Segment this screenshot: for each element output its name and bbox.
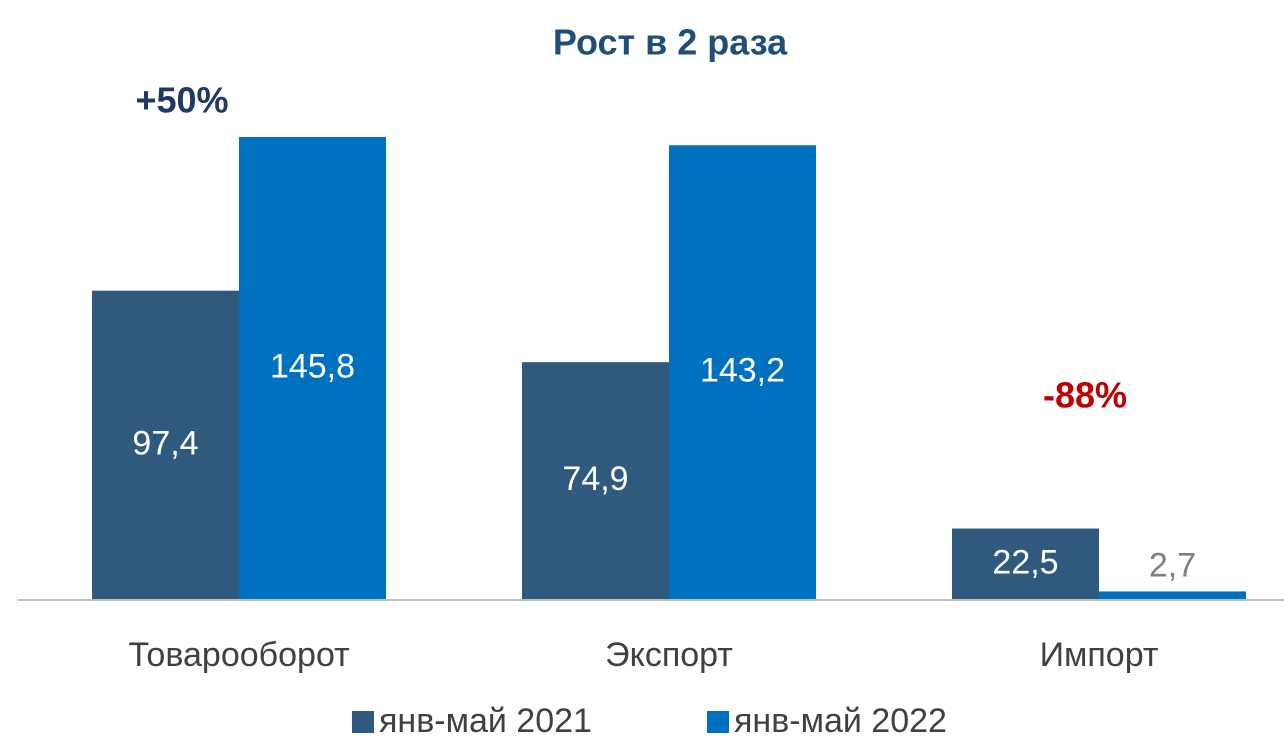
bar (669, 145, 816, 600)
value-label: 22,5 (992, 543, 1058, 581)
value-label: 143,2 (700, 352, 785, 390)
chart-title: Рост в 2 раза (553, 22, 788, 63)
x-tick-label: Товарооборот (128, 636, 349, 674)
value-label: 145,8 (270, 347, 355, 385)
legend-label: янв-май 2022 (734, 702, 947, 740)
legend-label: янв-май 2021 (379, 702, 592, 740)
bar (522, 362, 669, 600)
bar (92, 290, 239, 600)
x-tick-label: Импорт (1040, 636, 1159, 674)
value-label: 2,7 (1149, 546, 1196, 584)
x-tick-label: Экспорт (605, 636, 733, 674)
value-label: 97,4 (132, 424, 198, 462)
bar (1099, 591, 1246, 600)
legend-swatch (352, 711, 374, 733)
legend-swatch (707, 711, 729, 733)
value-label: 74,9 (562, 460, 628, 498)
bar (952, 528, 1099, 600)
bar (239, 137, 386, 600)
annotation: +50% (135, 80, 228, 121)
annotation: -88% (1043, 375, 1127, 416)
